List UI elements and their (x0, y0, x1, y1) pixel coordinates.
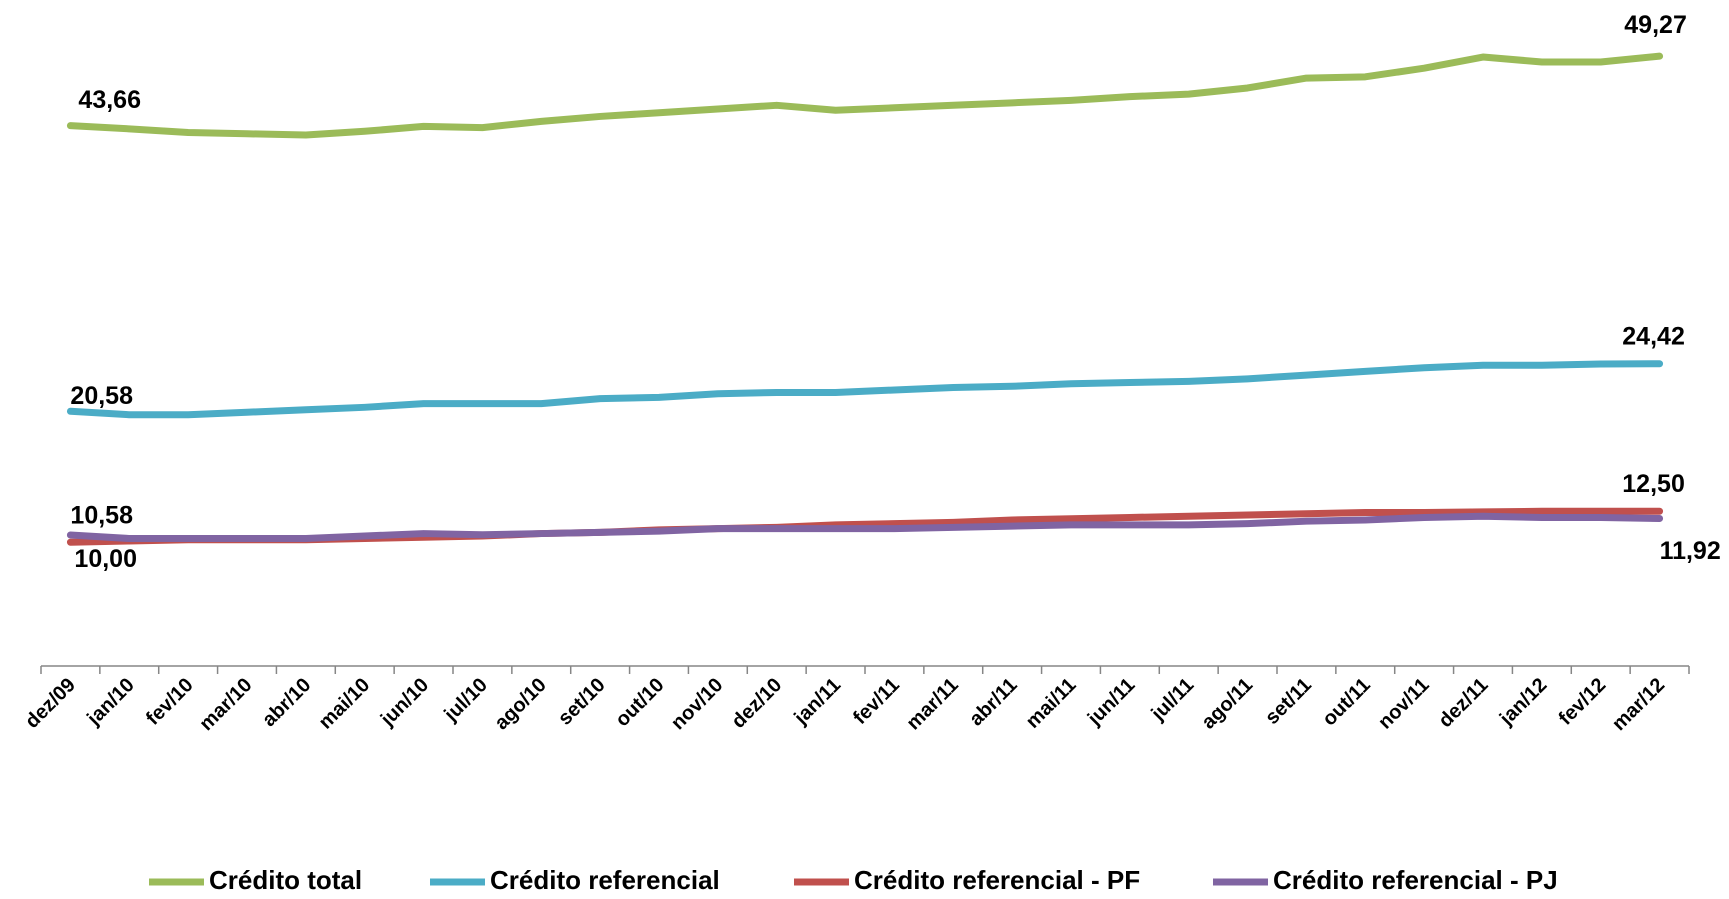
data-label: 11,92 (1660, 537, 1721, 565)
x-tick-label: out/10 (611, 674, 668, 731)
series-line (66, 512, 1664, 543)
x-tick-label: set/11 (1261, 674, 1316, 729)
x-tick-label: mar/10 (195, 674, 256, 735)
x-tick-label: mai/11 (1022, 674, 1081, 733)
x-tick-label: jan/12 (1495, 674, 1551, 730)
series-line (66, 360, 1664, 419)
x-tick-label: set/10 (554, 674, 610, 730)
x-tick-label: mai/10 (315, 674, 375, 734)
legend-label: Crédito referencial - PF (854, 865, 1140, 895)
x-tick-label: fev/12 (1555, 674, 1611, 730)
x-tick-label: ago/11 (1198, 674, 1258, 734)
x-tick-label: jan/10 (82, 674, 138, 730)
series-line (66, 52, 1664, 139)
data-label: 10,58 (70, 502, 133, 530)
x-tick-label: mar/11 (902, 674, 962, 734)
data-label: 24,42 (1622, 322, 1685, 350)
x-tick-label: jul/11 (1147, 674, 1199, 726)
x-tick-label: nov/10 (667, 674, 727, 734)
data-label: 10,00 (74, 545, 137, 573)
x-tick-label: dez/09 (21, 674, 80, 733)
data-label: 43,66 (78, 86, 141, 114)
legend-label: Crédito total (209, 865, 362, 895)
legend: Crédito total Crédito referencial Crédito … (149, 865, 1558, 895)
x-tick-label: dez/11 (1435, 674, 1493, 732)
data-label: 12,50 (1622, 470, 1685, 498)
x-tick-label: jan/11 (790, 674, 846, 730)
x-tick-label: nov/11 (1374, 674, 1434, 734)
x-tick-label: fev/10 (142, 674, 198, 730)
x-tick-label: jun/11 (1083, 674, 1139, 730)
legend-label: Crédito referencial - PJ (1273, 865, 1558, 895)
data-label: 49,27 (1624, 11, 1687, 39)
x-tick-label: ago/10 (490, 674, 550, 734)
x-tick-label: fev/11 (849, 674, 904, 729)
x-tick-label: mar/12 (1608, 674, 1669, 735)
x-tick-label: jun/10 (376, 674, 433, 731)
legend-label: Crédito referencial (490, 865, 720, 895)
data-label: 20,58 (70, 382, 133, 410)
x-tick-label: jul/10 (440, 674, 492, 726)
x-tick-label: abr/10 (258, 674, 315, 731)
x-tick-label: dez/10 (727, 674, 786, 733)
x-tick-label: out/11 (1318, 674, 1374, 730)
x-tick-label: abr/11 (965, 674, 1021, 730)
